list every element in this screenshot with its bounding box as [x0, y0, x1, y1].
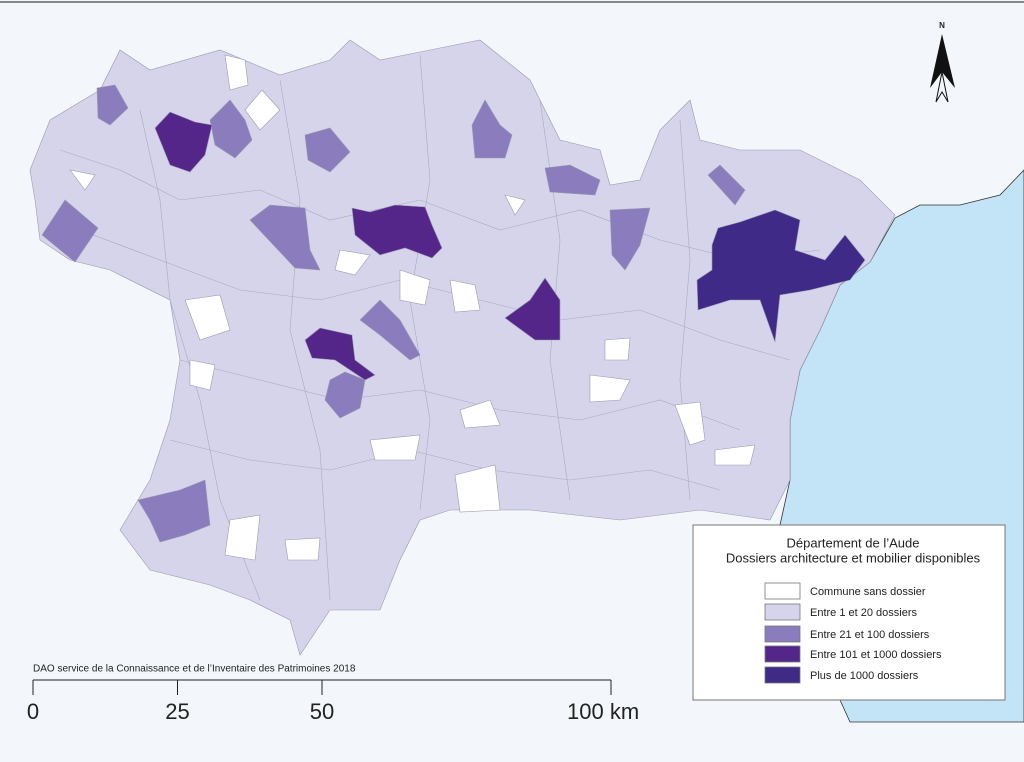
legend-label: Entre 1 et 20 dossiers: [810, 607, 918, 619]
legend-box: [692, 524, 1006, 701]
legend-swatch: [764, 645, 801, 663]
scale-label: 100 km: [567, 699, 639, 724]
communes-over-1000: [696, 209, 866, 343]
scale-label: 50: [310, 699, 334, 724]
legend-swatch: [764, 625, 801, 643]
communes-21-100: [41, 84, 746, 543]
communes-without: [69, 54, 756, 561]
north-arrow: N: [930, 21, 955, 103]
north-arrow-head: [930, 34, 955, 88]
legend-swatch: [764, 582, 801, 600]
scale-bar: 0 25 50 100 km: [27, 679, 639, 724]
legend-items: Commune sans dossier Entre 1 et 20 dossie…: [764, 582, 942, 684]
credit: DAO service de la Connaissance et de l’I…: [33, 664, 356, 675]
legend-swatch: [764, 603, 801, 621]
legend-title: Dossiers architecture et mobilier dispon…: [726, 550, 981, 565]
legend-title: Département de l’Aude: [787, 535, 920, 550]
legend-label: Commune sans dossier: [810, 586, 926, 598]
legend-swatch: [764, 666, 801, 684]
legend-label: Entre 21 et 100 dossiers: [810, 629, 930, 641]
legend-label: Entre 101 et 1000 dossiers: [810, 649, 942, 661]
communes: [29, 39, 896, 656]
legend-label: Plus de 1000 dossiers: [810, 670, 919, 682]
north-label: N: [939, 21, 945, 30]
scale-label: 0: [27, 699, 39, 724]
department: [29, 39, 896, 656]
communes-101-1000: [154, 111, 561, 381]
legend: Département de l’Aude Dossiers architect…: [692, 524, 1006, 701]
north-arrow-tail: [935, 71, 949, 103]
scale-label: 25: [165, 699, 189, 724]
